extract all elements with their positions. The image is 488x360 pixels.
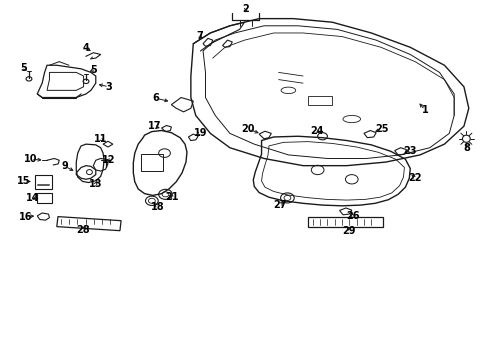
Text: 26: 26 — [346, 211, 359, 221]
Text: 29: 29 — [342, 226, 355, 236]
Text: 19: 19 — [193, 128, 207, 138]
Text: 2: 2 — [242, 4, 249, 14]
Text: 17: 17 — [147, 121, 161, 131]
Text: 5: 5 — [90, 64, 97, 75]
Text: 8: 8 — [463, 143, 469, 153]
Text: 22: 22 — [407, 173, 421, 183]
Text: 15: 15 — [17, 176, 31, 186]
Text: 11: 11 — [94, 134, 107, 144]
Text: 18: 18 — [151, 202, 164, 212]
Text: 3: 3 — [105, 82, 112, 92]
Text: 24: 24 — [309, 126, 323, 135]
Text: 25: 25 — [374, 124, 388, 134]
Text: 6: 6 — [152, 93, 159, 103]
Text: 23: 23 — [403, 145, 416, 156]
Text: 10: 10 — [24, 154, 38, 164]
Bar — [141, 154, 163, 171]
Text: 27: 27 — [272, 200, 286, 210]
Text: 16: 16 — [19, 212, 33, 221]
Bar — [307, 217, 383, 226]
Bar — [307, 96, 331, 105]
Text: 9: 9 — [61, 161, 68, 171]
Text: 4: 4 — [82, 43, 89, 53]
Bar — [35, 175, 52, 189]
Text: 20: 20 — [241, 124, 255, 134]
Text: 21: 21 — [165, 192, 179, 202]
Bar — [57, 217, 121, 231]
Text: 14: 14 — [25, 193, 39, 203]
Text: 1: 1 — [421, 105, 427, 115]
Bar — [37, 193, 52, 203]
Text: 7: 7 — [196, 31, 203, 41]
Text: 12: 12 — [102, 155, 116, 165]
Text: 13: 13 — [89, 179, 102, 189]
Text: 28: 28 — [76, 225, 89, 235]
Text: 5: 5 — [20, 63, 27, 73]
